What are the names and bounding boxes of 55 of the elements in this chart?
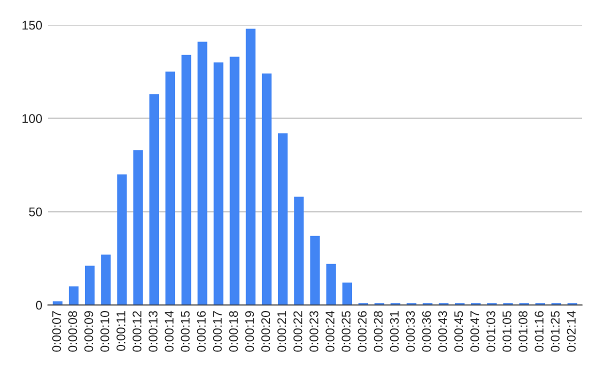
bar: [294, 196, 304, 305]
bar: [133, 150, 143, 305]
x-tick-label: 0:00:11: [116, 311, 126, 351]
x-tick-label: 0:00:23: [310, 311, 318, 352]
bar: [165, 72, 176, 305]
x-tick-label: 0:02:14: [566, 310, 576, 352]
bar: [214, 62, 224, 305]
x-tick-label: 0:01:08: [518, 311, 528, 352]
bar: [84, 266, 95, 305]
bar: [230, 56, 240, 305]
x-tick-label: 0:00:15: [180, 311, 190, 352]
x-tick-label: 0:00:24: [326, 310, 334, 352]
x-tick-label: 0:00:43: [438, 311, 448, 352]
x-tick-label: 0:01:05: [502, 311, 512, 352]
bar: [101, 254, 111, 305]
x-tick-label: 0:00:47: [470, 311, 480, 352]
bar: [182, 54, 192, 305]
x-tick-label: 0:00:19: [245, 311, 254, 352]
bar: [278, 133, 288, 305]
x-tick-label: 0:00:10: [100, 311, 110, 352]
x-tick-label: 0:00:28: [374, 311, 383, 352]
x-tick-label: 0:00:45: [454, 311, 464, 352]
bar: [68, 286, 79, 305]
x-tick-label: 0:00:13: [148, 311, 158, 352]
x-tick-label: 0:01:16: [534, 311, 544, 352]
x-tick-label: 0:00:33: [406, 311, 415, 352]
x-tick-label: 0:00:08: [68, 311, 78, 352]
x-tick-label: 0:00:14: [164, 310, 174, 352]
x-tick-label: 0:00:20: [261, 311, 270, 352]
bar: [117, 174, 127, 305]
bar: [246, 28, 256, 305]
x-tick-label: 0:00:18: [229, 311, 238, 352]
x-tick-label: 0:01:25: [550, 311, 560, 352]
bar: [326, 264, 336, 305]
x-tick-label: 0:00:21: [277, 311, 286, 352]
x-tick-label: 0:00:26: [358, 311, 367, 352]
x-tick-label: 0:00:07: [52, 311, 62, 352]
bar: [310, 236, 320, 305]
bar: [198, 42, 208, 305]
x-tick-label: 0:00:22: [293, 311, 302, 352]
y-tick-label: 100: [22, 114, 42, 123]
x-tick-label: 0:00:31: [390, 311, 399, 352]
x-tick-label: 0:00:16: [196, 311, 206, 352]
x-tick-label: 0:00:36: [422, 311, 431, 352]
x-tick-label: 0:00:25: [342, 311, 351, 352]
x-tick-label: 0:01:03: [486, 311, 496, 352]
x-tick-label: 0:00:12: [132, 311, 142, 352]
x-tick-label: 0:00:09: [84, 311, 94, 352]
bar: [149, 94, 159, 305]
x-tick-label: 0:00:17: [213, 311, 222, 352]
y-tick-label: 150: [22, 20, 42, 30]
y-tick-label: 50: [29, 207, 42, 216]
y-tick-label: 0: [36, 300, 42, 310]
bar: [262, 74, 272, 305]
bar: [342, 282, 352, 305]
